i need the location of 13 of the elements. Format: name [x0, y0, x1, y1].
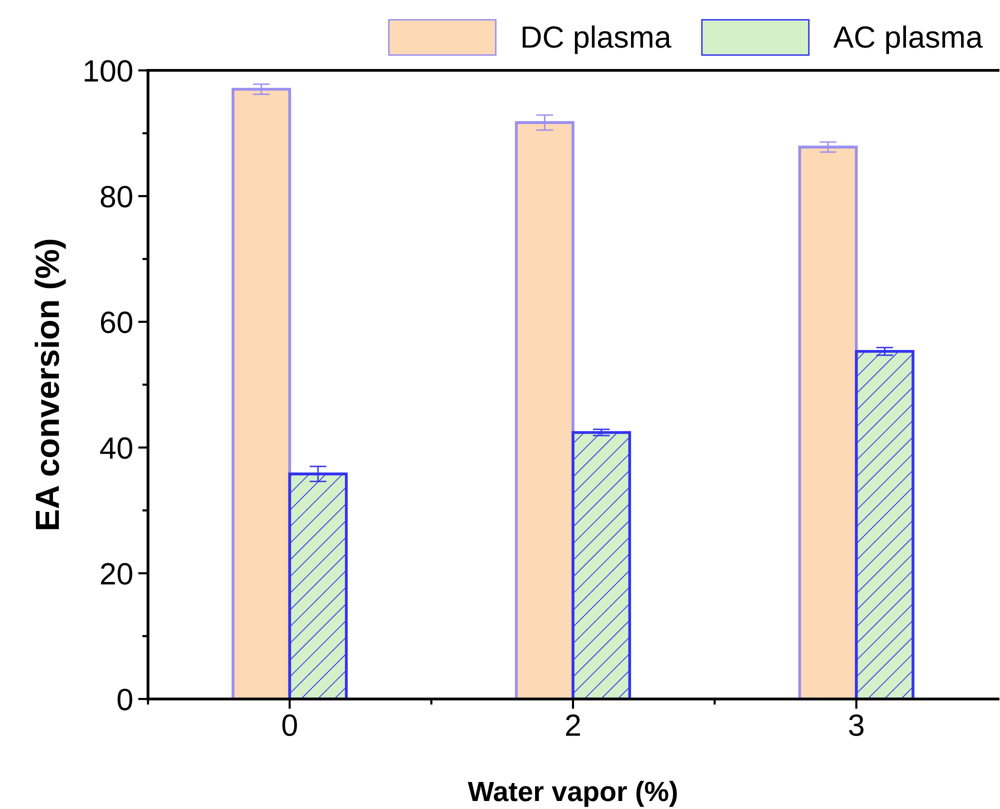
legend-label: DC plasma [522, 25, 672, 54]
x-tick-label: 3 [849, 714, 864, 736]
y-axis-title: EA conversion (%) [34, 240, 66, 530]
y-tick-label: 60 [100, 312, 132, 334]
x-tick-label: 0 [282, 714, 297, 736]
y-tick-label: 0 [118, 688, 132, 710]
y-tick-label: 20 [100, 562, 132, 585]
y-tick-label: 80 [100, 186, 132, 208]
legend-label: AC plasma [833, 25, 983, 54]
x-axis-title: Water vapor (%) [468, 780, 677, 807]
y-tick-label: 100 [84, 60, 132, 82]
y-tick-label: 40 [100, 437, 132, 459]
x-tick-label: 2 [566, 714, 580, 736]
